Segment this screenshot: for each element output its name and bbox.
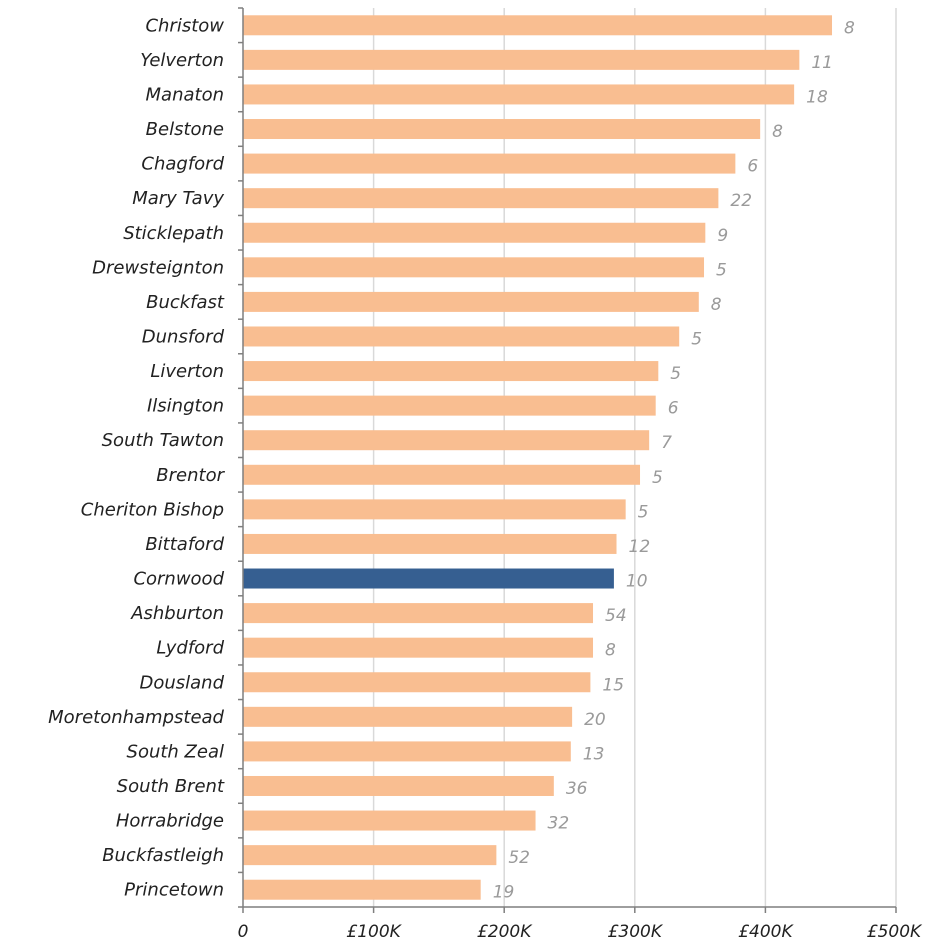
data-label: 32 (548, 814, 570, 834)
category-label: Horrabridge (116, 811, 224, 832)
category-label: Lydford (156, 638, 224, 659)
category-label: Cornwood (133, 569, 224, 590)
data-label: 13 (583, 744, 605, 764)
data-label: 22 (730, 191, 752, 211)
data-label: 5 (638, 502, 649, 522)
x-tick-label: £100K (346, 922, 402, 942)
bar (243, 845, 497, 866)
data-label: 8 (605, 641, 616, 661)
bar (243, 706, 573, 727)
data-label: 7 (661, 433, 672, 453)
bar (243, 395, 656, 416)
bar (243, 49, 800, 70)
category-label: South Brent (117, 776, 225, 797)
bar (243, 464, 641, 485)
bar (243, 188, 719, 209)
category-label: Ashburton (130, 603, 224, 624)
data-label: 20 (584, 710, 606, 730)
bar (243, 879, 481, 900)
data-label: 5 (691, 329, 702, 349)
x-tick-label: £200K (477, 922, 533, 942)
category-label: Cheriton Bishop (81, 499, 224, 520)
bar (243, 741, 571, 762)
x-tick-label: 0 (238, 922, 249, 942)
bar (243, 291, 699, 312)
data-label: 5 (670, 364, 681, 384)
bar (243, 568, 614, 589)
category-label: Ilsington (147, 396, 224, 417)
data-label: 36 (566, 779, 588, 799)
bar (243, 672, 591, 693)
bar (243, 84, 795, 105)
bar (243, 533, 617, 554)
x-tick-label: £500K (867, 922, 923, 942)
bar (243, 430, 650, 451)
category-label: Manaton (146, 84, 224, 105)
bar (243, 361, 659, 382)
data-label: 8 (711, 295, 722, 315)
data-label: 11 (811, 53, 833, 73)
data-label: 5 (716, 260, 727, 280)
category-label: Dunsford (142, 326, 225, 347)
bar (243, 775, 554, 796)
labels: Christow 8 Yelverton 11 Manaton 18 Belstone 8 Ch… (48, 15, 923, 942)
data-label: 5 (652, 468, 663, 488)
data-label: 8 (844, 18, 855, 38)
category-label: Sticklepath (123, 223, 224, 244)
data-label: 54 (605, 606, 627, 626)
data-label: 18 (806, 87, 828, 107)
category-label: Yelverton (140, 50, 224, 71)
data-label: 52 (508, 848, 530, 868)
data-label: 8 (772, 122, 783, 142)
category-label: Belstone (146, 119, 224, 140)
x-tick-label: £400K (738, 922, 794, 942)
bar (243, 326, 680, 347)
category-label: Chagford (141, 154, 224, 175)
bar (243, 222, 706, 243)
data-label: 15 (602, 675, 624, 695)
category-label: Dousland (139, 672, 224, 693)
x-tick-label: £300K (608, 922, 664, 942)
data-label: 9 (717, 226, 728, 246)
category-label: South Tawton (102, 430, 224, 451)
gridlines (372, 8, 897, 907)
data-label: 12 (629, 537, 651, 557)
bar (243, 257, 705, 278)
data-label: 6 (668, 399, 679, 419)
bar (243, 499, 626, 520)
axes (238, 7, 897, 913)
data-label: 19 (493, 883, 515, 903)
data-label: 10 (626, 572, 648, 592)
bar (243, 603, 594, 624)
category-label: Princetown (124, 880, 224, 901)
bar (243, 810, 536, 831)
category-label: Drewsteignton (92, 257, 224, 278)
category-label: Liverton (150, 361, 224, 382)
category-label: Mary Tavy (132, 188, 224, 209)
category-label: Brentor (156, 465, 225, 486)
category-label: Christow (145, 15, 224, 36)
data-label: 6 (747, 157, 758, 177)
category-label: Buckfast (146, 292, 225, 313)
category-label: South Zeal (127, 741, 224, 762)
bar (243, 637, 594, 658)
bar (243, 15, 833, 36)
category-label: Bittaford (145, 534, 224, 555)
category-label: Buckfastleigh (102, 845, 224, 866)
bar (243, 153, 736, 174)
category-label: Moretonhampstead (48, 707, 224, 728)
bar (243, 119, 761, 140)
bars (243, 15, 833, 900)
